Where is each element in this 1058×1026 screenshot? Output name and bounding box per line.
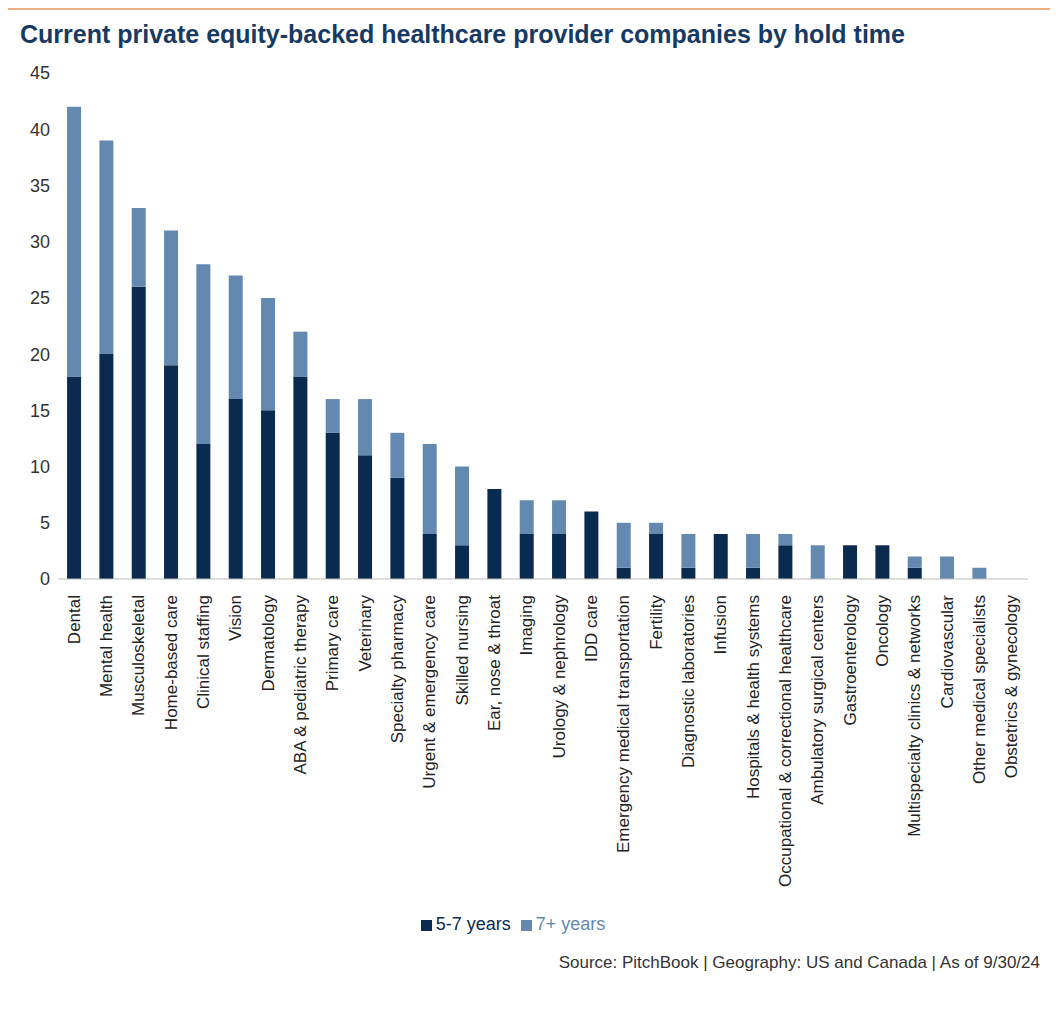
svg-text:Ear, nose & throat: Ear, nose & throat <box>485 595 504 731</box>
svg-text:5: 5 <box>40 513 50 533</box>
svg-text:45: 45 <box>30 63 50 83</box>
svg-text:40: 40 <box>30 120 50 140</box>
svg-text:Cardiovascular: Cardiovascular <box>938 595 957 709</box>
html-text:5-7 years: 5-7 years <box>435 914 511 934</box>
svg-text:0: 0 <box>40 569 50 589</box>
svg-text:Oncology: Oncology <box>873 595 892 667</box>
svg-text:Urgent & emergency care: Urgent & emergency care <box>420 595 439 789</box>
svg-text:15: 15 <box>30 401 50 421</box>
svg-text:Hospitals & health systems: Hospitals & health systems <box>744 595 763 799</box>
svg-text:Skilled nursing: Skilled nursing <box>453 595 472 706</box>
svg-text:Musculoskeletal: Musculoskeletal <box>129 595 148 716</box>
svg-text:Urology & nephrology: Urology & nephrology <box>550 595 569 759</box>
svg-text:Diagnostic laboratories: Diagnostic laboratories <box>679 595 698 768</box>
svg-text:Mental health: Mental health <box>97 595 116 697</box>
svg-text:Dermatology: Dermatology <box>259 595 278 692</box>
svg-text:10: 10 <box>30 457 50 477</box>
svg-text:30: 30 <box>30 232 50 252</box>
svg-text:IDD care: IDD care <box>582 595 601 662</box>
svg-text:Home-based care: Home-based care <box>162 595 181 730</box>
svg-text:Emergency medical transportati: Emergency medical transportation <box>614 595 633 853</box>
svg-text:Ambulatory surgical centers: Ambulatory surgical centers <box>808 595 827 805</box>
svg-text:Clinical staffing: Clinical staffing <box>194 595 213 709</box>
svg-text:Obstetrics & gynecology: Obstetrics & gynecology <box>1002 595 1021 779</box>
svg-text:Gastroenterology: Gastroenterology <box>841 595 860 726</box>
svg-text:35: 35 <box>30 176 50 196</box>
svg-text:Veterinary: Veterinary <box>356 595 375 672</box>
svg-text:Primary care: Primary care <box>323 595 342 691</box>
html-text:Source: PitchBook | Geography:: Source: PitchBook | Geography: US and Ca… <box>558 953 1040 972</box>
svg-text:Fertility: Fertility <box>647 595 666 650</box>
svg-text:Imaging: Imaging <box>517 595 536 655</box>
html-text:7+ years: 7+ years <box>535 914 606 934</box>
svg-text:Other medical specialists: Other medical specialists <box>970 595 989 784</box>
svg-text:20: 20 <box>30 345 50 365</box>
svg-text:Infusion: Infusion <box>711 595 730 655</box>
svg-text:Dental: Dental <box>65 595 84 644</box>
svg-text:ABA & pediatric therapy: ABA & pediatric therapy <box>291 595 310 775</box>
svg-text:Specialty pharmacy: Specialty pharmacy <box>388 595 407 744</box>
svg-text:Occupational & correctional he: Occupational & correctional healthcare <box>776 595 795 887</box>
svg-text:Multispecialty clinics & netwo: Multispecialty clinics & networks <box>905 595 924 837</box>
svg-text:25: 25 <box>30 288 50 308</box>
svg-text:Vision: Vision <box>226 595 245 641</box>
html-text:Current private equity-backed: Current private equity-backed healthcare… <box>20 20 905 48</box>
